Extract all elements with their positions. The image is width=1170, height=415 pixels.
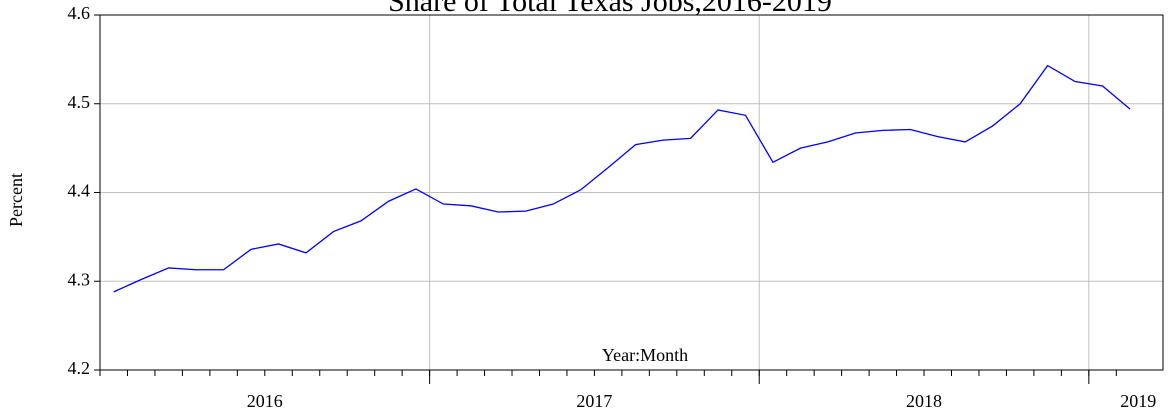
x-axis-label: Year:Month	[602, 345, 688, 365]
y-tick-label: 4.6	[68, 3, 91, 23]
x-tick-label: 2017	[576, 391, 612, 411]
data-line	[113, 64, 1131, 293]
x-tick-label: 2019	[1120, 391, 1156, 411]
x-tick-label: 2016	[247, 391, 283, 411]
x-tick-label: 2018	[906, 391, 942, 411]
y-tick-label: 4.3	[68, 269, 91, 289]
plot-frame	[99, 14, 1164, 371]
chart-title: Share of Total Texas Jobs,2016-2019	[388, 0, 832, 18]
y-axis-label: Percent	[6, 173, 26, 227]
y-tick-label: 4.2	[68, 358, 91, 378]
y-tick-label: 4.4	[68, 181, 91, 201]
y-tick-label: 4.5	[68, 92, 91, 112]
